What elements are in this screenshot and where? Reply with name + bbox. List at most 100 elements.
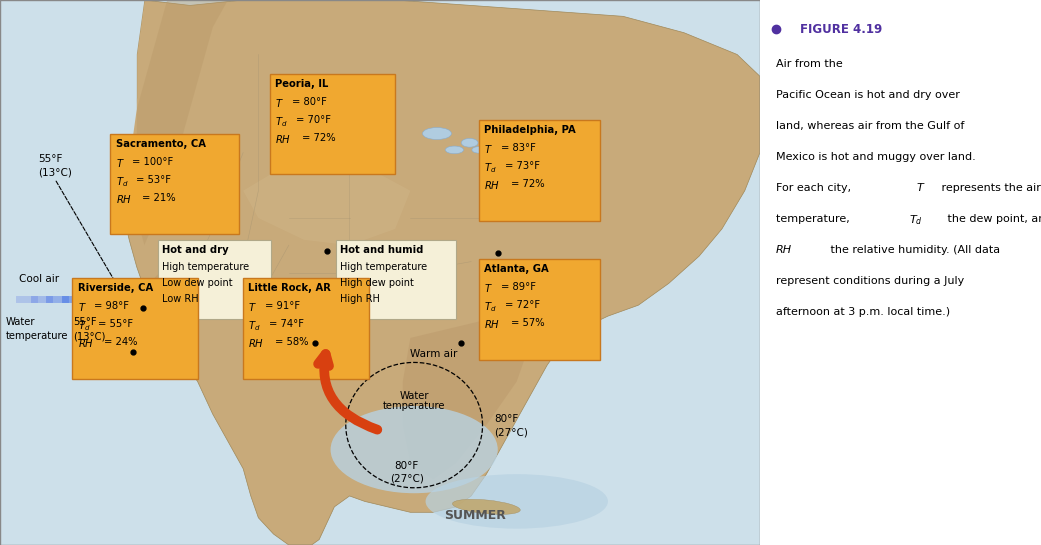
Text: = 57%: = 57% <box>511 318 544 328</box>
Text: Warm air: Warm air <box>410 349 458 359</box>
Ellipse shape <box>485 144 496 150</box>
Text: SUMMER: SUMMER <box>445 508 506 522</box>
Text: $T$: $T$ <box>484 143 492 155</box>
Text: afternoon at 3 p.m. local time.): afternoon at 3 p.m. local time.) <box>776 307 950 317</box>
Text: $RH$: $RH$ <box>116 193 132 205</box>
Polygon shape <box>0 0 145 545</box>
FancyBboxPatch shape <box>479 259 601 360</box>
Text: $RH$: $RH$ <box>77 337 94 349</box>
FancyBboxPatch shape <box>479 120 601 221</box>
FancyBboxPatch shape <box>270 74 396 174</box>
Text: High temperature: High temperature <box>339 262 427 271</box>
Text: = 74°F: = 74°F <box>269 319 304 329</box>
Text: 55°F: 55°F <box>73 317 97 327</box>
Text: temperature: temperature <box>6 331 69 341</box>
FancyArrowPatch shape <box>319 354 377 429</box>
Text: $T_d$: $T_d$ <box>484 161 497 175</box>
Text: $T$: $T$ <box>484 282 492 294</box>
Ellipse shape <box>423 128 452 140</box>
Text: Hot and humid: Hot and humid <box>339 245 423 255</box>
Text: = 58%: = 58% <box>275 337 308 347</box>
Text: = 89°F: = 89°F <box>501 282 536 292</box>
Polygon shape <box>145 262 251 354</box>
Text: 80°F: 80°F <box>493 414 518 424</box>
Text: = 55°F: = 55°F <box>98 319 133 329</box>
Text: Low dew point: Low dew point <box>161 278 232 288</box>
FancyArrowPatch shape <box>125 295 133 302</box>
Text: $RH$: $RH$ <box>484 318 501 330</box>
Text: $T_d$: $T_d$ <box>77 319 91 333</box>
Text: Riverside, CA: Riverside, CA <box>77 283 153 293</box>
Text: $T$: $T$ <box>116 157 124 169</box>
Text: = 70°F: = 70°F <box>296 115 331 125</box>
Text: High dew point: High dew point <box>339 278 413 288</box>
Text: FIGURE 4.19: FIGURE 4.19 <box>801 23 883 36</box>
Text: (27°C): (27°C) <box>493 428 528 438</box>
Text: 80°F: 80°F <box>395 461 418 470</box>
Text: Cool air: Cool air <box>19 275 59 284</box>
Polygon shape <box>244 153 410 245</box>
Text: represents the air: represents the air <box>938 183 1041 193</box>
Text: Water: Water <box>400 391 429 401</box>
Text: = 80°F: = 80°F <box>291 97 327 107</box>
Text: $T_d$: $T_d$ <box>484 300 497 314</box>
Text: For each city,: For each city, <box>776 183 855 193</box>
Text: $T_d$: $T_d$ <box>909 214 922 227</box>
Text: = 21%: = 21% <box>143 193 176 203</box>
Text: Atlanta, GA: Atlanta, GA <box>484 264 549 274</box>
FancyBboxPatch shape <box>244 278 369 379</box>
Text: 55°F: 55°F <box>37 154 62 164</box>
FancyBboxPatch shape <box>158 240 271 319</box>
Polygon shape <box>122 0 760 545</box>
Text: Sacramento, CA: Sacramento, CA <box>116 139 205 149</box>
Text: = 24%: = 24% <box>104 337 137 347</box>
Text: the dew point, and: the dew point, and <box>944 214 1041 223</box>
Text: $T$: $T$ <box>77 301 86 313</box>
Text: Air from the: Air from the <box>776 59 843 69</box>
Text: Mexico is hot and muggy over land.: Mexico is hot and muggy over land. <box>776 152 975 162</box>
Ellipse shape <box>426 474 608 529</box>
Text: RH: RH <box>776 245 792 255</box>
Text: represent conditions during a July: represent conditions during a July <box>776 276 964 286</box>
Text: $T$: $T$ <box>249 301 257 313</box>
Text: Pacific Ocean is hot and dry over: Pacific Ocean is hot and dry over <box>776 90 960 100</box>
Text: (27°C): (27°C) <box>389 473 424 483</box>
Text: High temperature: High temperature <box>161 262 249 271</box>
FancyBboxPatch shape <box>72 278 198 379</box>
Text: $T_d$: $T_d$ <box>116 175 128 189</box>
Text: (13°C): (13°C) <box>73 331 105 341</box>
Text: = 53°F: = 53°F <box>136 175 171 185</box>
Text: Water: Water <box>6 317 35 327</box>
FancyBboxPatch shape <box>110 134 239 234</box>
Text: $T_d$: $T_d$ <box>275 115 287 129</box>
Text: the relative humidity. (All data: the relative humidity. (All data <box>828 245 1000 255</box>
Ellipse shape <box>446 146 463 154</box>
Polygon shape <box>403 316 532 480</box>
Text: Little Rock, AR: Little Rock, AR <box>249 283 331 293</box>
Ellipse shape <box>331 406 498 493</box>
Text: = 72%: = 72% <box>511 179 544 189</box>
Text: $RH$: $RH$ <box>275 133 291 145</box>
Text: $RH$: $RH$ <box>249 337 264 349</box>
Text: $RH$: $RH$ <box>484 179 501 191</box>
Text: = 100°F: = 100°F <box>132 157 174 167</box>
Text: land, whereas air from the Gulf of: land, whereas air from the Gulf of <box>776 120 964 131</box>
Ellipse shape <box>453 499 520 514</box>
Text: $T$: $T$ <box>275 97 284 109</box>
Polygon shape <box>136 0 228 245</box>
Text: = 73°F: = 73°F <box>505 161 539 171</box>
Ellipse shape <box>472 147 485 153</box>
Ellipse shape <box>461 138 478 147</box>
Text: $T_d$: $T_d$ <box>249 319 261 333</box>
Text: = 98°F: = 98°F <box>95 301 129 311</box>
Text: temperature: temperature <box>383 402 446 411</box>
Text: temperature,: temperature, <box>776 214 854 223</box>
FancyBboxPatch shape <box>336 240 456 319</box>
Text: = 91°F: = 91°F <box>265 301 301 311</box>
Text: Low RH: Low RH <box>161 294 199 304</box>
Text: = 72°F: = 72°F <box>505 300 539 310</box>
Text: Peoria, IL: Peoria, IL <box>275 79 329 89</box>
Text: (13°C): (13°C) <box>37 167 72 177</box>
Text: = 83°F: = 83°F <box>501 143 536 153</box>
Text: High RH: High RH <box>339 294 380 304</box>
